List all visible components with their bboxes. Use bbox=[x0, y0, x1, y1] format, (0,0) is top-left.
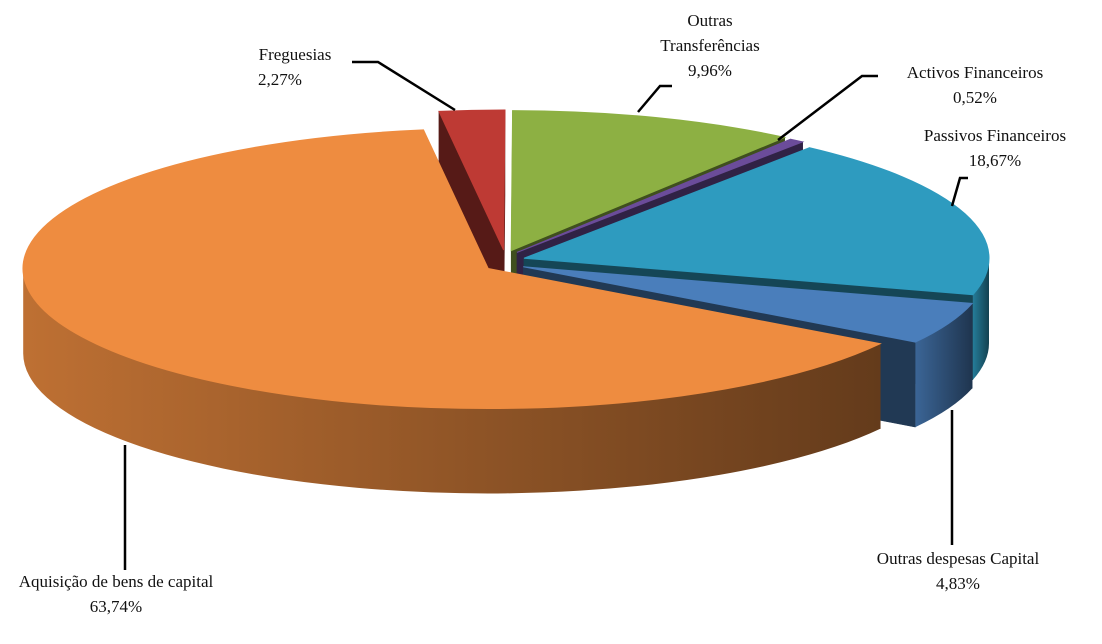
slice-wall bbox=[915, 303, 973, 428]
value-label: 63,74% bbox=[89, 597, 143, 616]
category-label: Aquisição de bens de capital bbox=[18, 572, 214, 591]
slice-wall bbox=[23, 268, 881, 494]
pie bbox=[22, 109, 990, 494]
slice-label: Passivos Financeiros 18,67% bbox=[890, 123, 1100, 173]
slice bbox=[516, 138, 805, 253]
leader-line bbox=[777, 74, 878, 141]
slice-label: Outras despesas Capital 4,83% bbox=[873, 546, 1043, 596]
leader-line bbox=[637, 84, 672, 113]
category-label: Freguesias bbox=[258, 45, 332, 64]
category-label: Outras Transferências bbox=[660, 11, 760, 55]
leader-lines bbox=[123, 60, 968, 570]
leader-line bbox=[950, 176, 968, 207]
category-label: Passivos Financeiros bbox=[923, 126, 1067, 145]
value-label: 2,27% bbox=[258, 70, 302, 89]
category-label: Activos Financeiros bbox=[906, 63, 1044, 82]
slice-wall bbox=[972, 258, 989, 380]
value-label: 9,96% bbox=[688, 61, 732, 80]
slice-label: Activos Financeiros 0,52% bbox=[870, 60, 1080, 110]
slice bbox=[438, 109, 506, 251]
slice bbox=[510, 110, 787, 252]
value-label: 4,83% bbox=[936, 574, 980, 593]
leader-line bbox=[352, 60, 456, 112]
slice bbox=[22, 129, 882, 410]
slice-label: Aquisição de bens de capital 63,74% bbox=[0, 569, 232, 619]
slice-tops bbox=[22, 109, 990, 410]
slice-label: Outras Transferências 9,96% bbox=[640, 8, 780, 83]
slice bbox=[523, 147, 990, 296]
value-label: 0,52% bbox=[953, 88, 997, 107]
slice bbox=[523, 266, 974, 343]
slice-label: Freguesias 2,27% bbox=[220, 42, 370, 92]
value-label: 18,67% bbox=[968, 151, 1022, 170]
category-label: Outras despesas Capital bbox=[876, 549, 1040, 568]
